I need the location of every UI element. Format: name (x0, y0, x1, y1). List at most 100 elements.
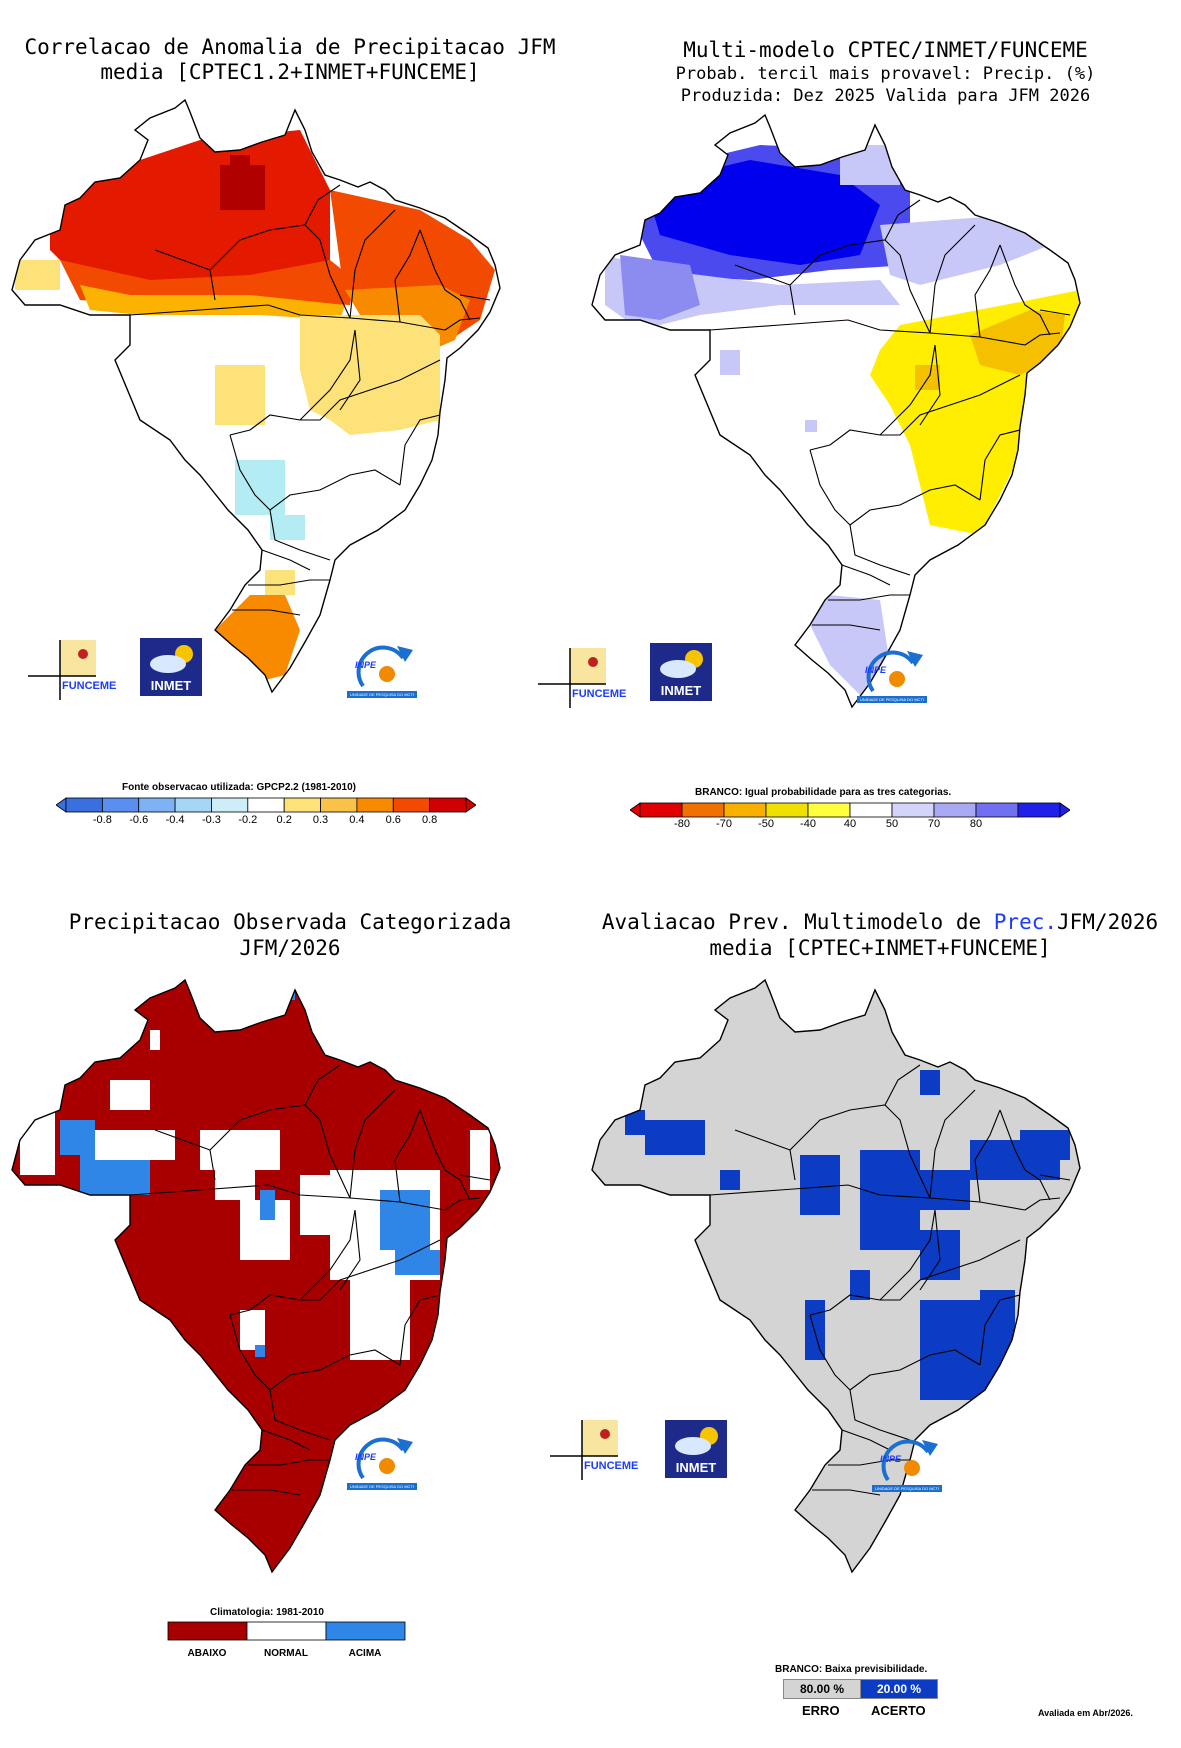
inpe-logo: INPE UNIDADE DE PESQUISA DO MCTI (855, 643, 930, 705)
colorbar-segment (101, 797, 140, 813)
hit-label: ACERTO (871, 1703, 926, 1718)
legend-category-label: NORMAL (264, 1648, 308, 1659)
state-border (841, 1429, 891, 1451)
colorbar-tick-label: 0.4 (349, 814, 365, 826)
inpe-logo: INPE UNIDADE DE PESQUISA DO MCTI (870, 1432, 945, 1494)
state-border (929, 1089, 976, 1199)
state-border (974, 244, 1001, 338)
colorbar-segment (138, 797, 176, 813)
inmet-logo: INMET (140, 638, 202, 696)
inpe-name: INPE (880, 1454, 902, 1464)
grid-cell (270, 515, 305, 540)
colorbar-segment (283, 797, 321, 813)
country-border (11, 98, 501, 694)
panel4-title-line1: Avaliacao Prev. Multimodelo de Prec.JFM/… (590, 910, 1170, 935)
state-border (809, 1239, 1021, 1316)
state-border (269, 1389, 331, 1441)
colorbar-segment (174, 797, 212, 813)
state-border (1039, 309, 1071, 316)
grid-cell (110, 1080, 150, 1110)
state-border (1024, 1197, 1061, 1211)
grid-cell (215, 1170, 255, 1200)
state-border (884, 199, 921, 241)
state-border (339, 1209, 361, 1291)
country-border (591, 113, 1081, 709)
colorbar-segment (849, 802, 893, 818)
state-border (444, 1197, 481, 1211)
colorbar-tick-label: -0.4 (165, 814, 185, 826)
inpe-caption: UNIDADE DE PESQUISA DO MCTI (872, 1485, 942, 1492)
grid-cell (235, 460, 285, 515)
state-border (929, 224, 976, 334)
state-border (974, 1109, 1001, 1203)
state-border (828, 594, 910, 601)
grid-cell (915, 365, 940, 390)
grid-cell (470, 1130, 490, 1190)
grid-cell (910, 1170, 970, 1210)
colorbar-tick-label: 0.8 (421, 814, 438, 826)
funceme-logo: FUNCEME (28, 640, 118, 700)
cloud-icon (675, 1437, 711, 1455)
state-border (229, 434, 271, 511)
forecast-colorbar-ticks: -80 -70 -50 -40 40 50 70 80 (590, 818, 1181, 834)
state-border (229, 1239, 441, 1316)
field-region (970, 310, 1065, 375)
anomaly-map (11, 98, 501, 694)
anomaly-colorbar (56, 797, 476, 813)
state-border (879, 344, 936, 436)
state-border (459, 294, 491, 301)
colorbar-tick-label: -80 (674, 818, 690, 830)
inpe-dot-icon (379, 666, 395, 682)
state-border (1039, 1174, 1071, 1181)
state-border (269, 509, 331, 561)
forecast-map (591, 113, 1081, 709)
panel3-title-line1: Precipitacao Observada Categorizada (68, 910, 512, 934)
inmet-logo: INMET (665, 1420, 727, 1478)
state-border (919, 1209, 941, 1291)
grid-cell (1020, 1130, 1070, 1160)
evaluated-note: Avaliada em Abr/2026. (1038, 1708, 1133, 1718)
state-border (809, 1314, 851, 1391)
state-border (979, 1294, 1021, 1366)
inmet-logo: INMET (650, 643, 712, 701)
colorbar-segment (933, 802, 977, 818)
field-region (50, 130, 330, 290)
colorbar-segment (723, 802, 767, 818)
state-border (261, 549, 311, 571)
funceme-square (570, 648, 606, 684)
funceme-square (582, 1420, 618, 1456)
colorbar-tick-label: 50 (885, 818, 899, 830)
climatology-note: Climatologia: 1981-2010 (210, 1607, 324, 1618)
cloud-icon (150, 655, 186, 673)
grid-cell (200, 1130, 280, 1170)
colorbar-arrow-right (465, 797, 476, 813)
inpe-arc-icon (866, 650, 915, 693)
state-border (459, 1174, 491, 1181)
colorbar-segment (891, 802, 935, 818)
error-value-box: 80.00 % (783, 1679, 861, 1699)
field-region (60, 260, 355, 305)
state-border (299, 1209, 356, 1301)
error-label: ERRO (802, 1703, 840, 1718)
colorbar-segment (1017, 802, 1061, 818)
state-border (979, 429, 1021, 501)
state-border (248, 1459, 330, 1466)
grid-cell (625, 1110, 645, 1135)
grid-cell (630, 1030, 645, 1060)
cloud-icon (660, 660, 696, 678)
inpe-name: INPE (865, 665, 887, 675)
panel-multimodel-forecast: Multi-modelo CPTEC/INMET/FUNCEME Probab.… (590, 0, 1181, 830)
legend-category-label: ACIMA (348, 1648, 382, 1659)
grid-cell (240, 1310, 265, 1350)
inmet-name: INMET (660, 683, 702, 698)
anomaly-colorbar-ticks: -0.8 -0.6 -0.4 -0.3 -0.2 0.2 0.3 0.4 0.6 0.8 (0, 814, 590, 830)
grid-cell (380, 1190, 430, 1250)
colorbar-tick-label: 0.3 (312, 814, 329, 826)
state-border (299, 329, 356, 421)
inpe-caption: UNIDADE DE PESQUISA DO MCTI (857, 696, 927, 703)
state-border (812, 1489, 881, 1496)
country-border (591, 978, 1081, 1574)
state-border (269, 469, 401, 511)
grid-cell (150, 1030, 160, 1050)
colorbar-segment (392, 797, 431, 813)
